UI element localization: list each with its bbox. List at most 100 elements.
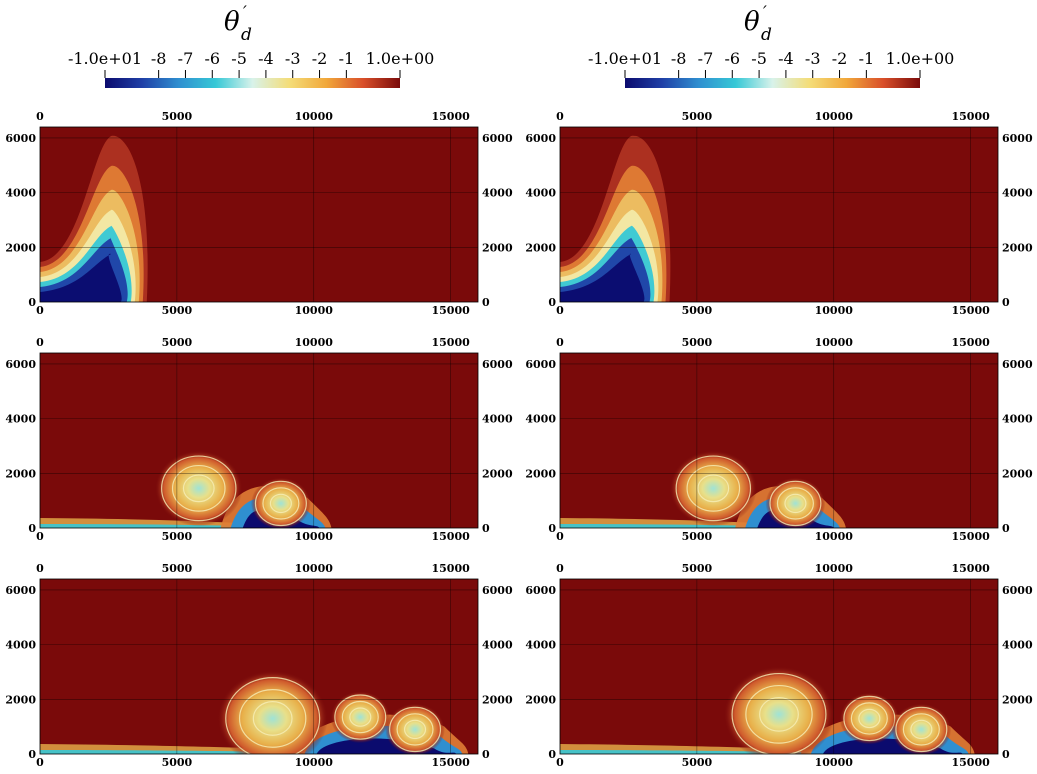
- x-tick-label-top: 5000: [162, 110, 193, 123]
- y-tick-label-right: 4000: [1002, 187, 1033, 200]
- y-tick-label-right: 4000: [482, 639, 513, 652]
- y-tick-label-right: 2000: [482, 467, 513, 480]
- y-tick-label-left: 4000: [525, 413, 556, 426]
- x-tick-label-top: 10000: [295, 562, 334, 575]
- colorbar-tick-label: -3: [805, 49, 821, 68]
- x-tick-label-bottom: 0: [36, 530, 44, 543]
- eddy-contour: [161, 455, 237, 522]
- y-tick-label-left: 6000: [525, 584, 556, 597]
- colorbar-bar: [625, 78, 920, 88]
- colorbar-bar: [105, 78, 400, 88]
- eddy-contour: [858, 708, 881, 729]
- panel-frame: [559, 126, 999, 303]
- y-tick-label-right: 2000: [1002, 693, 1033, 706]
- x-tick-label-bottom: 5000: [162, 304, 193, 317]
- eddy-contour: [895, 706, 948, 753]
- colorbar-tick-label: 1.0e+00: [366, 49, 435, 68]
- panel-field: [560, 450, 846, 528]
- eddy: [891, 703, 952, 754]
- y-tick-label-right: 6000: [1002, 132, 1033, 145]
- y-tick-label-left: 2000: [525, 467, 556, 480]
- x-tick-label-top: 5000: [682, 110, 713, 123]
- x-tick-label-top: 0: [556, 110, 564, 123]
- y-tick-label-right: 2000: [1002, 467, 1033, 480]
- colorbar-tick-label: -1: [339, 49, 355, 68]
- y-tick-label-right: 6000: [482, 584, 513, 597]
- y-tick-label-left: 4000: [525, 639, 556, 652]
- x-tick-label-top: 15000: [431, 562, 470, 575]
- colorbar-title: θ: [224, 7, 240, 37]
- y-tick-label-right: 2000: [1002, 241, 1033, 254]
- x-tick-label-bottom: 5000: [162, 530, 193, 543]
- colorbar-title: θ: [744, 7, 760, 37]
- y-tick-label-right: 6000: [482, 132, 513, 145]
- x-tick-label-top: 15000: [951, 336, 990, 349]
- y-tick-label-right: 4000: [1002, 413, 1033, 426]
- x-tick-label-top: 0: [36, 562, 44, 575]
- x-tick-label-bottom: 15000: [431, 304, 470, 317]
- panel-frame: [39, 126, 479, 303]
- eddy-contour: [745, 684, 813, 744]
- y-tick-label-right: 2000: [482, 693, 513, 706]
- eddy-contour: [731, 672, 827, 754]
- y-tick-label-right: 0: [1002, 748, 1010, 761]
- y-tick-label-left: 0: [28, 748, 36, 761]
- y-tick-label-left: 4000: [5, 639, 36, 652]
- eddy-contour: [225, 677, 321, 754]
- y-tick-label-left: 6000: [5, 132, 36, 145]
- x-tick-label-bottom: 5000: [162, 756, 193, 769]
- eddy-contour: [254, 480, 307, 527]
- y-tick-label-right: 0: [482, 748, 490, 761]
- eddy-contour: [675, 455, 752, 522]
- y-tick-label-right: 0: [1002, 296, 1010, 309]
- y-tick-label-left: 2000: [525, 693, 556, 706]
- panel-frame: [559, 578, 999, 755]
- colorbar-title-prime: ′: [763, 3, 767, 23]
- x-tick-label-bottom: 0: [556, 304, 564, 317]
- colorbar-tick-label: -5: [751, 49, 767, 68]
- y-tick-label-left: 4000: [525, 187, 556, 200]
- y-tick-label-left: 4000: [5, 413, 36, 426]
- x-tick-label-top: 15000: [951, 562, 990, 575]
- eddy-contour: [403, 719, 427, 740]
- eddy-contour: [697, 474, 730, 503]
- colorbar-tick-label: -2: [832, 49, 848, 68]
- x-tick-label-top: 0: [556, 562, 564, 575]
- current-head-layer: [560, 253, 645, 302]
- eddy-contour: [334, 694, 387, 740]
- eddy-contour: [686, 464, 741, 512]
- eddy: [330, 691, 391, 744]
- x-tick-label-top: 5000: [682, 336, 713, 349]
- eddy-contour: [182, 474, 215, 503]
- y-tick-label-left: 2000: [5, 241, 36, 254]
- eddy-contour: [252, 701, 293, 736]
- y-tick-label-right: 6000: [482, 358, 513, 371]
- panel-field: [560, 135, 671, 302]
- eddy-contour: [910, 719, 933, 740]
- y-tick-label-right: 2000: [482, 241, 513, 254]
- x-tick-label-top: 5000: [682, 562, 713, 575]
- x-tick-label-top: 0: [36, 336, 44, 349]
- colorbar-title-subscript: d: [241, 25, 252, 45]
- eddy-contour: [262, 487, 300, 520]
- eddy-contour: [238, 689, 307, 748]
- x-tick-label-top: 10000: [815, 562, 854, 575]
- y-tick-label-right: 6000: [1002, 584, 1033, 597]
- eddy: [669, 450, 757, 527]
- x-tick-label-bottom: 0: [556, 756, 564, 769]
- x-tick-label-bottom: 10000: [295, 304, 334, 317]
- y-tick-label-right: 4000: [1002, 639, 1033, 652]
- y-tick-label-left: 2000: [5, 467, 36, 480]
- eddy: [155, 450, 243, 527]
- eddy: [839, 692, 900, 745]
- colorbar-left: θ d′ -1.0e+01 -8 -7 -6 -5 -4 -3 -2 -1 1.0e+00: [68, 3, 434, 88]
- x-tick-label-bottom: 15000: [431, 756, 470, 769]
- panel-field: [560, 666, 975, 754]
- y-tick-label-left: 0: [28, 522, 36, 535]
- colorbar-tick-label: -4: [778, 49, 794, 68]
- eddy-contour: [349, 707, 372, 727]
- x-tick-label-bottom: 5000: [682, 530, 713, 543]
